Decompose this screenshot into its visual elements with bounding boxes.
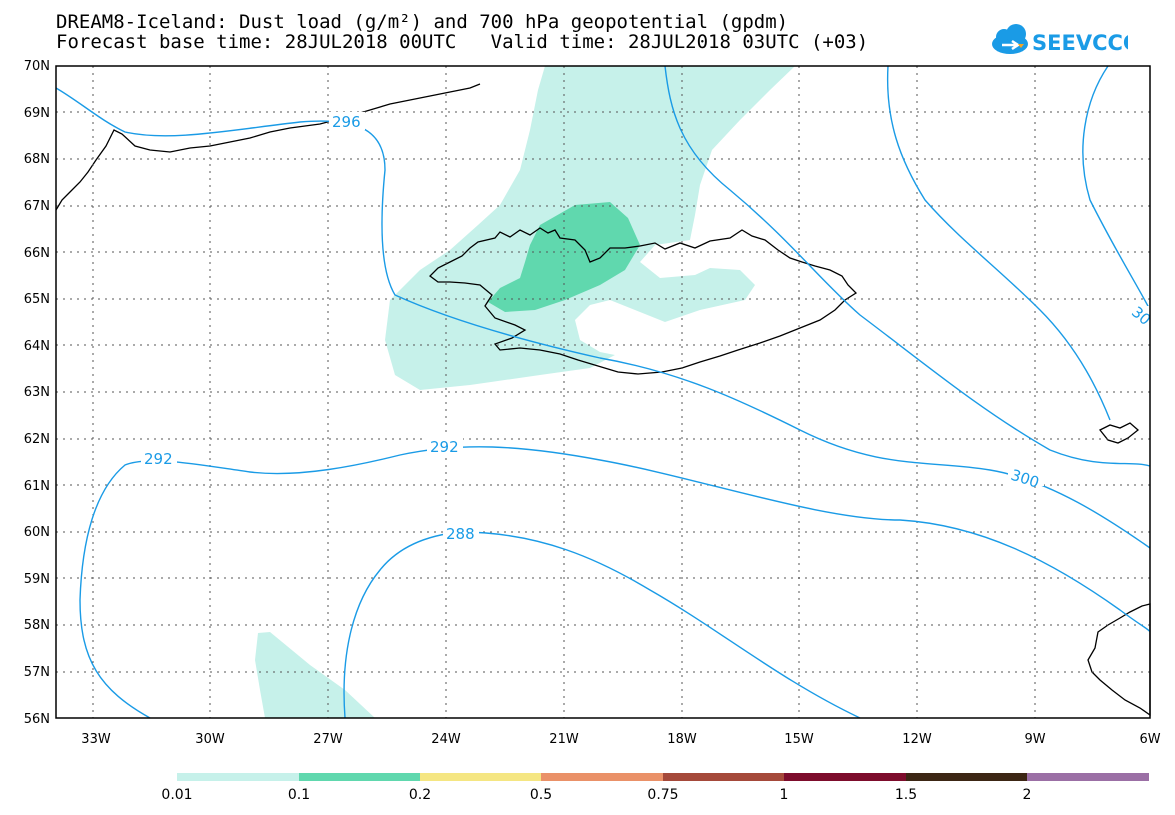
colorbar-label: 0.2 [409,787,431,803]
contour-300-east [664,65,1151,467]
lat-label: 63N [24,385,50,400]
colorbar-segment [177,773,299,781]
lat-label: 61N [24,479,50,494]
faroe-coastline [1098,422,1140,444]
lat-label: 60N [24,525,50,540]
geopotential-contours [55,65,1151,719]
lon-label: 27W [313,732,343,747]
lat-label: 59N [24,572,50,587]
colorbar-label: 0.75 [647,787,678,803]
contour-label-288: 288 [446,525,475,543]
contour-292 [79,446,1151,719]
contour-label-292-west: 292 [144,450,173,468]
lon-label: 12W [902,732,932,747]
iceland-coastline [429,227,858,375]
contour-label-292-center: 292 [430,438,459,456]
map-frame [55,65,1151,719]
contour-30x-far-east [886,65,1111,421]
contour-30x-edge [1082,65,1151,311]
lon-label: 6W [1139,732,1160,747]
latitude-labels: 70N 69N 68N 67N 66N 65N 64N 63N 62N 61N … [24,59,50,727]
lat-label: 65N [24,292,50,307]
lat-label: 69N [24,106,50,121]
lon-label: 15W [784,732,814,747]
logo-text: SEEVCCC [1032,31,1128,55]
contour-label-296: 296 [332,113,361,131]
contour-296 [55,87,1151,549]
map-title: DREAM8-Iceland: Dust load (g/m²) and 700… [56,11,789,33]
lon-label: 33W [81,732,111,747]
forecast-time-subtitle: Forecast base time: 28JUL2018 00UTC Vali… [56,31,869,53]
colorbar-segment [299,773,420,781]
colorbar: 0.01 0.1 0.2 0.5 0.75 1 1.5 2 [161,773,1149,803]
lat-label: 67N [24,199,50,214]
colorbar-label: 2 [1023,787,1032,803]
greenland-coastline [55,83,481,211]
colorbar-label: 0.01 [161,787,192,803]
colorbar-segment [1027,773,1149,781]
colorbar-segment [541,773,663,781]
scotland-coastline [1087,603,1151,717]
lat-label: 58N [24,618,50,633]
cloud-icon [992,24,1028,54]
colorbar-segment [784,773,906,781]
colorbar-segment [663,773,784,781]
lat-label: 62N [24,432,50,447]
lon-label: 30W [195,732,225,747]
lon-label: 21W [549,732,579,747]
lon-label: 18W [667,732,697,747]
lat-label: 68N [24,152,50,167]
lon-label: 9W [1024,732,1045,747]
colorbar-label: 0.5 [530,787,552,803]
longitude-labels: 33W 30W 27W 24W 21W 18W 15W 12W 9W 6W [81,732,1160,747]
colorbar-label: 0.1 [288,787,310,803]
lat-label: 66N [24,246,50,261]
lat-label: 57N [24,665,50,680]
colorbar-segment [420,773,541,781]
contour-288 [343,531,861,719]
lat-label: 64N [24,339,50,354]
colorbar-label: 1 [780,787,789,803]
lat-label: 56N [24,712,50,727]
seevccc-logo: SEEVCCC [992,24,1128,55]
lat-label: 70N [24,59,50,74]
colorbar-label: 1.5 [895,787,917,803]
lon-label: 24W [431,732,461,747]
colorbar-segment [906,773,1027,781]
